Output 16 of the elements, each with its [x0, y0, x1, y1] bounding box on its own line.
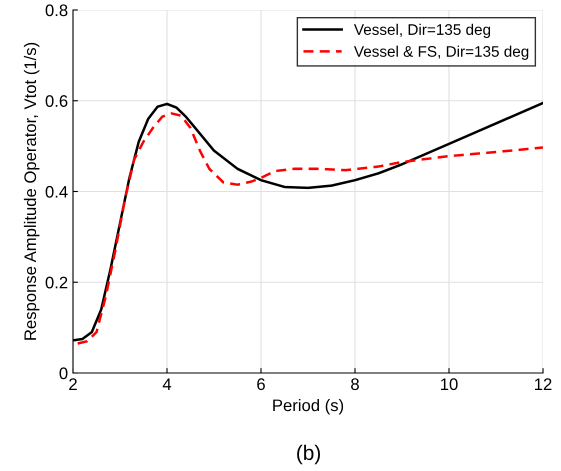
legend-label: Vessel, Dir=135 deg [354, 24, 490, 38]
y-tick-label: 0.6 [46, 95, 68, 107]
x-tick-label: 2 [69, 378, 77, 390]
x-tick-label: 10 [441, 378, 458, 390]
legend-label: Vessel & FS, Dir=135 deg [354, 46, 528, 60]
y-axis-title: Response Amplitude Operator, Vtot (1/s) [24, 42, 40, 340]
y-tick-label: 0.2 [46, 276, 68, 288]
x-axis-title: Period (s) [273, 398, 344, 414]
y-tick-label: 0.4 [46, 186, 68, 198]
x-tick-label: 6 [257, 378, 265, 390]
y-tick-label: 0 [60, 367, 68, 380]
x-tick-label: 8 [351, 378, 359, 390]
y-tick-label: 0.8 [46, 4, 68, 16]
x-tick-label: 4 [162, 378, 172, 390]
x-tick-label: 12 [535, 378, 552, 390]
text: (b) [297, 444, 320, 464]
